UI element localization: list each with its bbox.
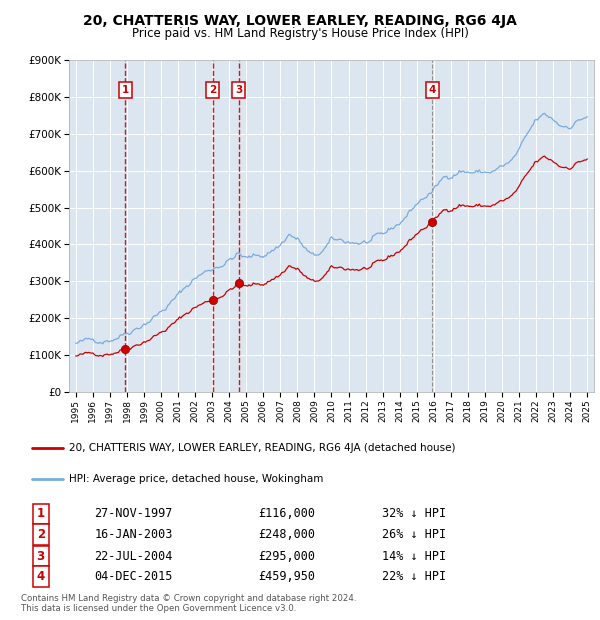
- Text: 22% ↓ HPI: 22% ↓ HPI: [382, 570, 446, 583]
- Text: 04-DEC-2015: 04-DEC-2015: [94, 570, 173, 583]
- Text: 3: 3: [37, 549, 45, 562]
- Text: 20, CHATTERIS WAY, LOWER EARLEY, READING, RG6 4JA: 20, CHATTERIS WAY, LOWER EARLEY, READING…: [83, 14, 517, 28]
- Text: 2: 2: [37, 528, 45, 541]
- Text: Price paid vs. HM Land Registry's House Price Index (HPI): Price paid vs. HM Land Registry's House …: [131, 27, 469, 40]
- Text: 32% ↓ HPI: 32% ↓ HPI: [382, 507, 446, 520]
- Text: £248,000: £248,000: [258, 528, 315, 541]
- Text: 16-JAN-2003: 16-JAN-2003: [94, 528, 173, 541]
- Text: £116,000: £116,000: [258, 507, 315, 520]
- Text: 3: 3: [235, 84, 242, 95]
- Text: £295,000: £295,000: [258, 549, 315, 562]
- Text: 4: 4: [37, 570, 45, 583]
- Text: 1: 1: [37, 507, 45, 520]
- Text: 14% ↓ HPI: 14% ↓ HPI: [382, 549, 446, 562]
- Text: 27-NOV-1997: 27-NOV-1997: [94, 507, 173, 520]
- Text: Contains HM Land Registry data © Crown copyright and database right 2024.
This d: Contains HM Land Registry data © Crown c…: [21, 594, 356, 613]
- Text: 20, CHATTERIS WAY, LOWER EARLEY, READING, RG6 4JA (detached house): 20, CHATTERIS WAY, LOWER EARLEY, READING…: [69, 443, 455, 453]
- Text: 2: 2: [209, 84, 217, 95]
- Text: 4: 4: [429, 84, 436, 95]
- Text: £459,950: £459,950: [258, 570, 315, 583]
- Text: 26% ↓ HPI: 26% ↓ HPI: [382, 528, 446, 541]
- Text: 1: 1: [122, 84, 129, 95]
- Text: 22-JUL-2004: 22-JUL-2004: [94, 549, 173, 562]
- Text: HPI: Average price, detached house, Wokingham: HPI: Average price, detached house, Woki…: [69, 474, 323, 484]
